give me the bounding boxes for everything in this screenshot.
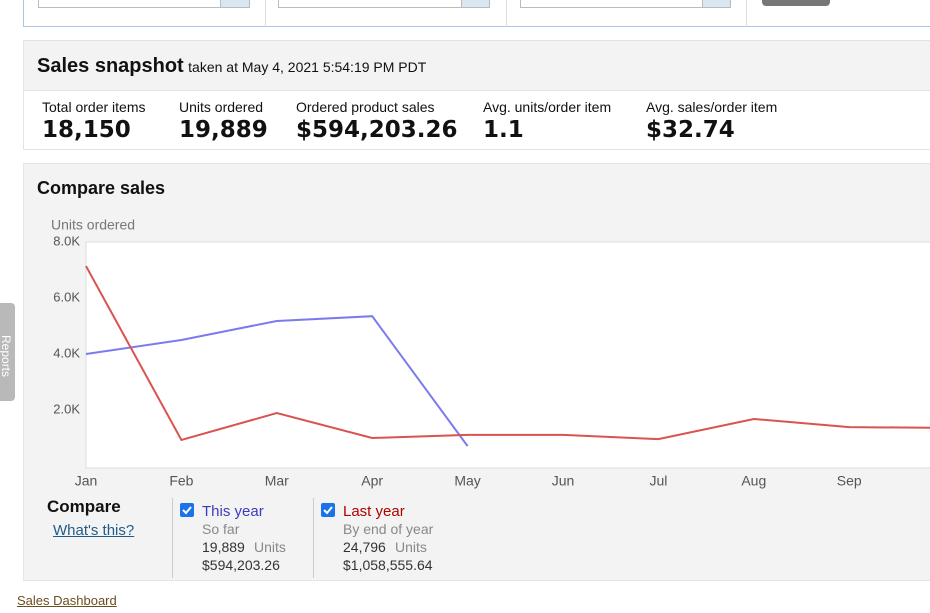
- legend-units-label: Units: [254, 539, 286, 555]
- legend-period: So far: [202, 521, 240, 537]
- metric-label: Avg. units/order item: [483, 99, 612, 115]
- metric-value: 18,150: [42, 117, 131, 143]
- series-line: [85, 315, 469, 447]
- snapshot-panel: Sales snapshot taken at May 4, 2021 5:54…: [23, 40, 930, 150]
- metric-label: Avg. sales/order item: [646, 99, 778, 115]
- apply-button[interactable]: [762, 0, 830, 6]
- reports-tab[interactable]: Reports: [0, 303, 15, 401]
- y-tick-label: 6.0K: [53, 289, 80, 304]
- series-line: [85, 265, 930, 442]
- filter-dropdown[interactable]: [702, 0, 731, 8]
- x-tick-label: Jul: [649, 473, 667, 489]
- footer-link[interactable]: Sales Dashboard: [17, 593, 117, 608]
- legend-sales: $594,203.26: [202, 557, 280, 573]
- divider: [172, 498, 173, 578]
- metric-label: Ordered product sales: [296, 99, 435, 115]
- compare-label: Compare: [47, 497, 121, 516]
- x-tick-label: Jun: [552, 473, 575, 489]
- snapshot-header: [24, 41, 930, 91]
- metric-value: 19,889: [179, 117, 268, 143]
- x-tick-label: Mar: [265, 473, 289, 489]
- snapshot-subtitle: taken at May 4, 2021 5:54:19 PM PDT: [188, 59, 427, 75]
- legend-units: 24,796: [343, 539, 386, 555]
- x-tick-label: Sep: [837, 473, 862, 489]
- snapshot-heading: Sales snapshot taken at May 4, 2021 5:54…: [37, 55, 426, 78]
- x-tick-label: May: [454, 473, 480, 489]
- divider: [313, 498, 314, 578]
- legend-units-label: Units: [395, 539, 427, 555]
- legend-period: By end of year: [343, 521, 434, 537]
- x-tick-label: Feb: [169, 473, 193, 489]
- metric-label: Total order items: [42, 99, 146, 115]
- x-tick-label: Apr: [361, 473, 383, 489]
- metric-label: Units ordered: [179, 99, 264, 115]
- y-tick-label: 8.0K: [53, 233, 80, 248]
- metric-value: $32.74: [646, 117, 735, 143]
- y-axis-title: Units ordered: [51, 217, 135, 233]
- legend-name: Last year: [343, 503, 405, 520]
- filter-dropdown[interactable]: [461, 0, 490, 8]
- check-mark: [323, 506, 333, 515]
- y-tick-label: 2.0K: [53, 401, 80, 416]
- legend-sales: $1,058,555.64: [343, 557, 433, 573]
- metric-value: $594,203.26: [296, 117, 458, 143]
- x-tick-label: Jan: [75, 473, 98, 489]
- checkbox[interactable]: [321, 503, 335, 517]
- divider: [506, 0, 507, 27]
- snapshot-title: Sales snapshot: [37, 55, 184, 77]
- divider: [265, 0, 266, 27]
- metric-value: 1.1: [483, 117, 524, 143]
- whats-this-link[interactable]: What's this?: [53, 522, 135, 539]
- divider: [746, 0, 747, 27]
- x-tick-label: Aug: [741, 473, 766, 489]
- check-mark: [182, 506, 192, 515]
- legend-name: This year: [202, 503, 264, 520]
- filter-dropdown[interactable]: [220, 0, 250, 8]
- checkbox[interactable]: [180, 503, 194, 517]
- plot-area: [85, 241, 930, 469]
- y-tick-label: 4.0K: [53, 345, 80, 360]
- legend-units: 19,889: [202, 539, 245, 555]
- compare-title: Compare sales: [37, 178, 166, 198]
